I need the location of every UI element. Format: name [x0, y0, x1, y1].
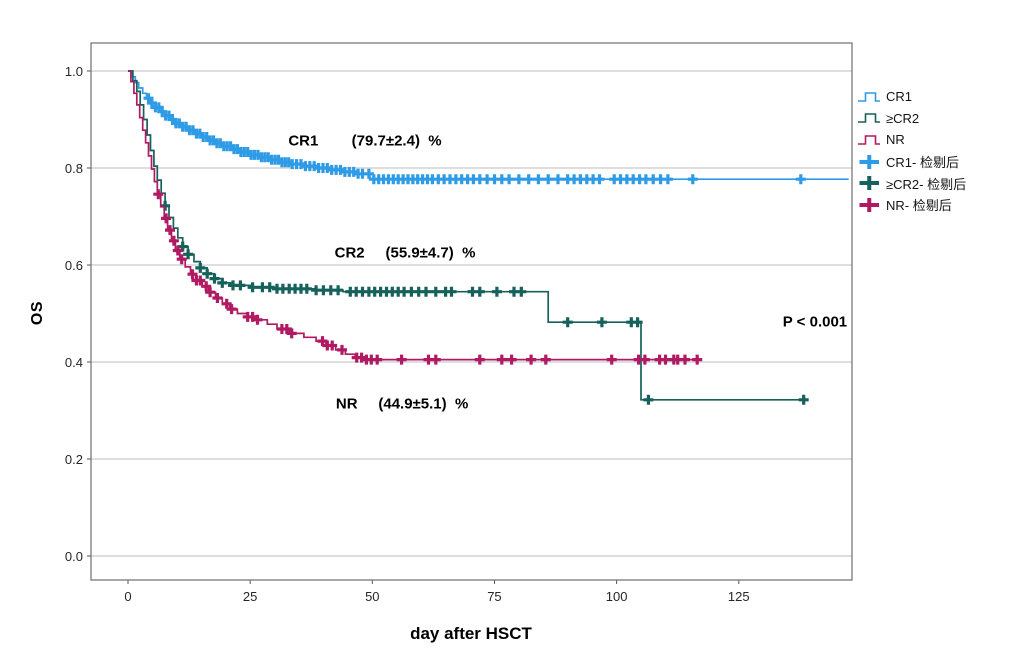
- legend-step-line-icon: [858, 135, 880, 145]
- censor-marks-≥CR2: [160, 200, 809, 405]
- annotation-pvalue: P < 0.001: [782, 313, 848, 331]
- plot-box: [90, 42, 853, 581]
- legend-item-label: NR: [886, 132, 905, 148]
- series-line-NR: [128, 70, 703, 361]
- annotation-nr: NR (44.9±5.1) %: [335, 395, 469, 413]
- legend-censor-cross-icon: [859, 176, 879, 191]
- censor-marks-CR1: [143, 93, 806, 185]
- annotation-cr2: CR2 (55.9±4.7) %: [334, 244, 476, 262]
- x-tick-label: 75: [487, 589, 502, 604]
- y-tick-label: 0.8: [64, 161, 83, 176]
- y-tick-label: 0.0: [64, 549, 83, 564]
- y-tick-label: 0.6: [64, 258, 83, 273]
- legend-item-CR2: ≥CR2: [857, 108, 966, 130]
- y-tick-label: 1.0: [64, 64, 83, 79]
- y-tick-label: 0.4: [64, 355, 83, 370]
- x-tick-label: 100: [605, 589, 628, 604]
- x-tick-label: 25: [242, 589, 258, 604]
- legend-step-line-icon: [858, 113, 880, 124]
- legend-item-NR-censored: NR- 检剔后: [857, 194, 966, 216]
- legend-item-NR: NR: [857, 129, 966, 151]
- x-tick-label: 0: [124, 589, 132, 604]
- censor-marks-NR: [153, 189, 703, 365]
- x-axis-title: day after HSCT: [410, 624, 532, 643]
- legend-censor-cross-icon: [859, 197, 879, 212]
- legend-item-CR1: CR1: [857, 86, 966, 108]
- annotation-cr1: CR1 (79.7±2.4) %: [288, 132, 442, 150]
- legend-item-label: NR- 检剔后: [886, 198, 952, 214]
- legend-censor-cross-icon: [859, 154, 879, 169]
- y-axis-title: OS: [29, 300, 46, 326]
- legend-item-CR1-censored: CR1- 检剔后: [857, 151, 966, 173]
- x-tick-label: 125: [727, 589, 750, 604]
- legend-item-label: CR1: [886, 89, 913, 105]
- legend-step-line-icon: [858, 91, 880, 102]
- legend-item-CR2-censored: ≥CR2- 检剔后: [857, 172, 966, 194]
- series-line-≥CR2: [128, 70, 808, 401]
- y-tick-label: 0.2: [64, 452, 83, 467]
- legend-item-label: ≥CR2- 检剔后: [886, 176, 967, 192]
- legend-item-label: CR1- 检剔后: [886, 155, 959, 171]
- legend-item-label: ≥CR2: [886, 110, 920, 126]
- gridlines: [87, 70, 852, 584]
- series-line-CR1: [128, 70, 849, 181]
- x-tick-label: 50: [365, 589, 380, 604]
- legend: CR1 ≥CR2 NR CR1- 检剔后 ≥CR2- 检剔后 NR- 检剔后: [857, 86, 966, 216]
